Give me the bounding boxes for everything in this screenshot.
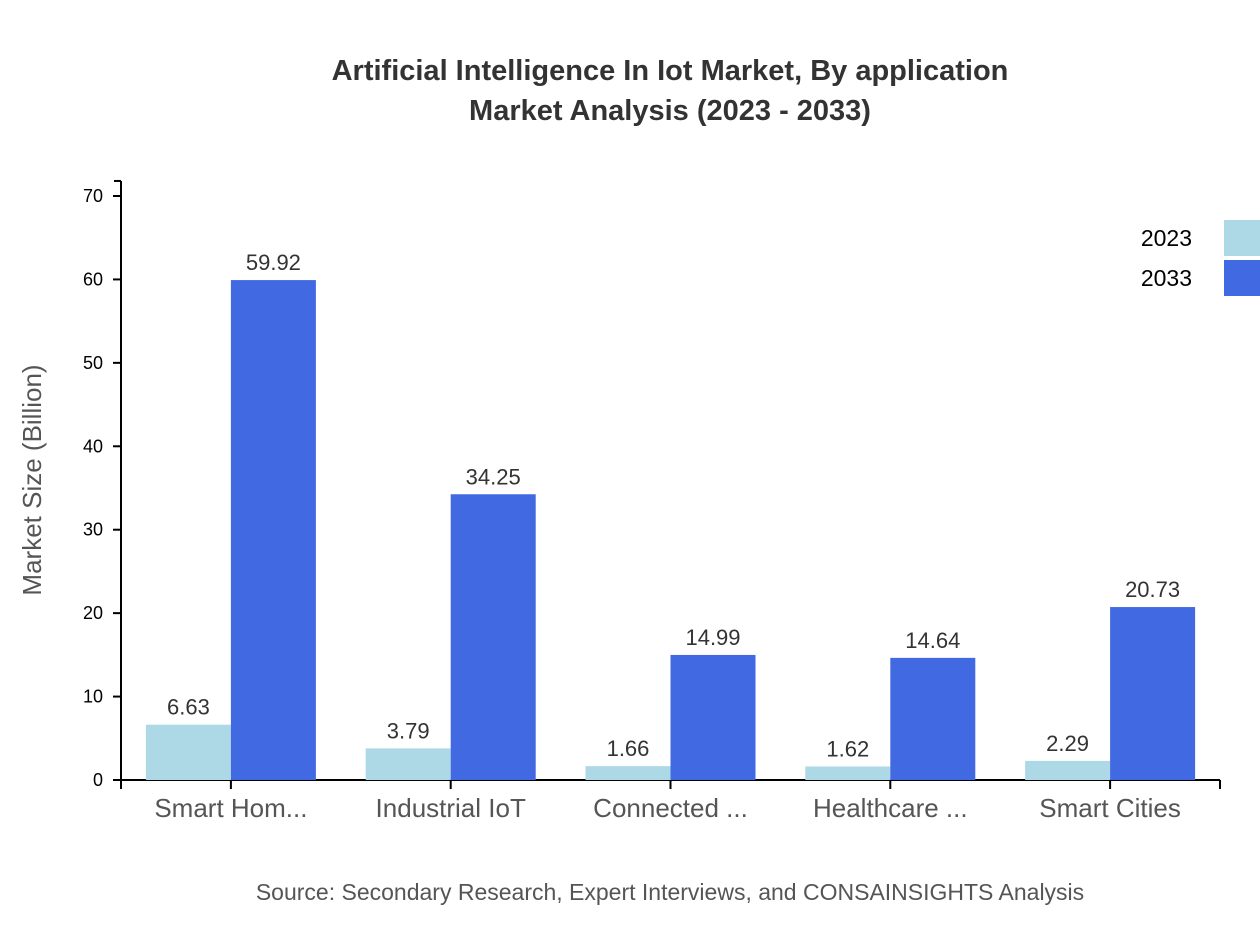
data-label: 6.63 <box>167 695 210 720</box>
data-label: 59.92 <box>246 250 301 275</box>
data-label: 2.29 <box>1046 731 1089 756</box>
bar-2033 <box>230 280 316 780</box>
data-label: 34.25 <box>466 464 521 489</box>
bar-2033 <box>890 657 976 780</box>
data-label: 14.64 <box>905 628 960 653</box>
chart-title: Artificial Intelligence In Iot Market, B… <box>332 55 1009 87</box>
y-tick-label: 0 <box>93 770 103 790</box>
bar-2023 <box>1025 760 1111 780</box>
data-label: 20.73 <box>1125 577 1180 602</box>
y-tick-label: 40 <box>83 436 103 456</box>
bar-2033 <box>450 494 536 780</box>
source-note: Source: Secondary Research, Expert Inter… <box>256 879 1084 905</box>
x-tick-label: Smart Cities <box>1039 793 1181 823</box>
y-tick-label: 20 <box>83 603 103 623</box>
y-tick-label: 60 <box>83 269 103 289</box>
x-tick-label: Connected ... <box>593 793 748 823</box>
data-label: 14.99 <box>685 625 740 650</box>
data-label: 1.66 <box>607 736 650 761</box>
bar-2023 <box>145 724 231 780</box>
bar-2033 <box>670 654 756 780</box>
bar-2023 <box>365 748 451 780</box>
bar-2023 <box>805 766 891 780</box>
bar-2033 <box>1110 607 1196 780</box>
data-label: 1.62 <box>826 736 869 761</box>
y-tick-label: 70 <box>83 186 103 206</box>
legend-swatch <box>1224 220 1260 256</box>
y-tick-label: 50 <box>83 353 103 373</box>
legend-label: 2023 <box>1141 225 1192 251</box>
legend-swatch <box>1224 260 1260 296</box>
legend-label: 2033 <box>1141 265 1192 291</box>
bar-2023 <box>585 766 671 780</box>
y-tick-label: 10 <box>83 687 103 707</box>
data-label: 3.79 <box>387 718 430 743</box>
x-tick-label: Healthcare ... <box>813 793 968 823</box>
y-axis-label: Market Size (Billion) <box>17 364 47 595</box>
y-tick-label: 30 <box>83 520 103 540</box>
x-tick-label: Smart Hom... <box>154 793 307 823</box>
x-tick-label: Industrial IoT <box>376 793 526 823</box>
chart-subtitle: Market Analysis (2023 - 2033) <box>469 95 871 127</box>
